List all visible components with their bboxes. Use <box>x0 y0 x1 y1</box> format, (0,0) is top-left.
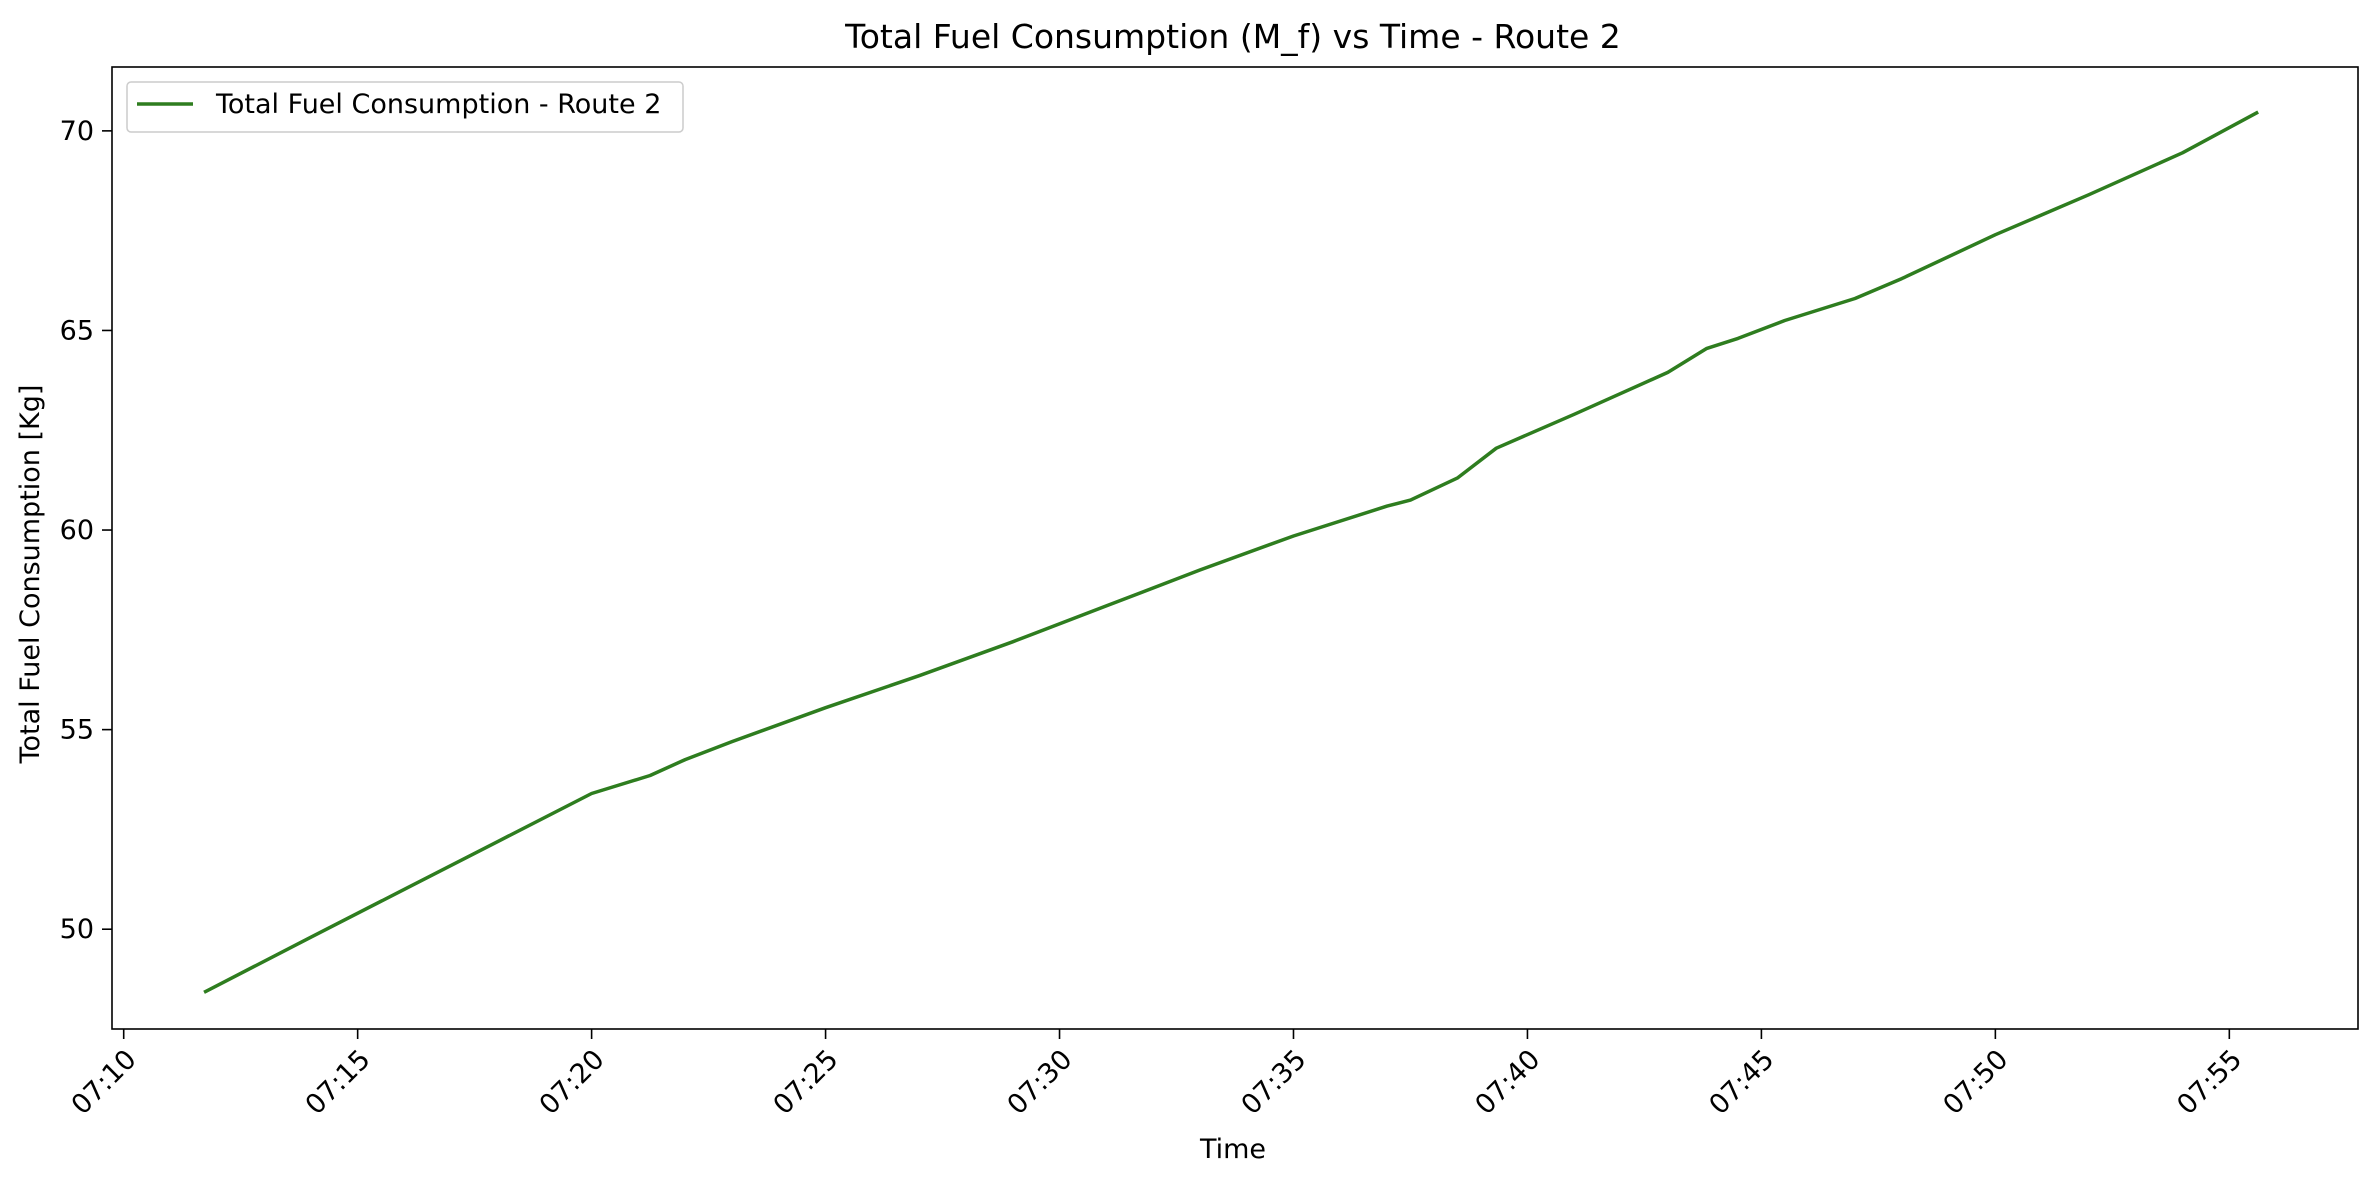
series-line-1 <box>203 110 2259 994</box>
series-layer <box>203 110 2259 994</box>
y-axis-label: Total Fuel Consumption [Kg] <box>15 385 46 765</box>
legend: Total Fuel Consumption - Route 2 <box>126 81 684 133</box>
y-axis: 50 55 60 65 70 <box>60 116 112 945</box>
y-tick-label: 50 <box>60 914 94 945</box>
y-tick-label: 70 <box>60 116 94 147</box>
y-tick-label: 60 <box>60 515 94 546</box>
legend-entry-label: Total Fuel Consumption - Route 2 <box>215 89 661 120</box>
chart-title: Total Fuel Consumption (M_f) vs Time - R… <box>844 17 1621 56</box>
legend-box <box>126 81 684 133</box>
x-axis-label: Time <box>1199 1134 1266 1165</box>
plot-frame <box>111 66 2359 1030</box>
plot-area <box>111 66 2359 1030</box>
y-tick-label: 55 <box>60 715 94 746</box>
y-tick-label: 65 <box>60 315 94 346</box>
